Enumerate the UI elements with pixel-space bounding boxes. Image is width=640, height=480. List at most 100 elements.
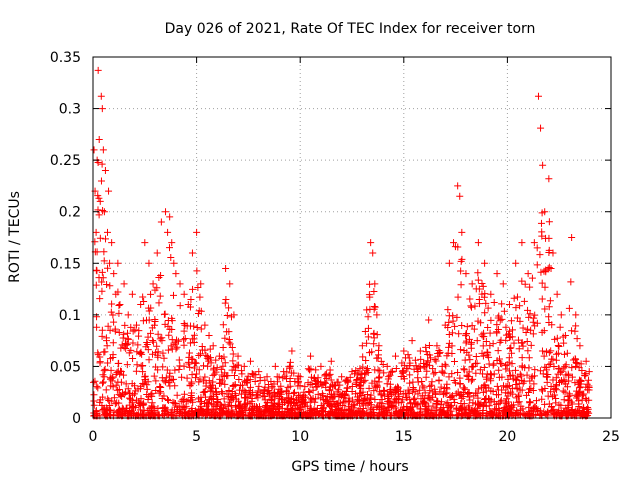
- data-point: [531, 403, 539, 411]
- data-point: [98, 268, 106, 276]
- data-point: [155, 273, 163, 281]
- data-point: [113, 386, 121, 394]
- data-point: [161, 406, 169, 414]
- data-point: [193, 370, 201, 378]
- data-point: [208, 381, 216, 389]
- data-point: [482, 299, 490, 307]
- data-point: [561, 363, 569, 371]
- data-point: [311, 380, 319, 388]
- data-point: [113, 368, 121, 376]
- data-point: [101, 166, 109, 174]
- data-point: [495, 373, 503, 381]
- data-point: [489, 361, 497, 369]
- data-point: [156, 335, 164, 343]
- data-point: [472, 407, 480, 415]
- data-point: [525, 313, 533, 321]
- data-point: [160, 354, 168, 362]
- data-point: [507, 317, 515, 325]
- data-point: [92, 266, 100, 274]
- data-point: [411, 356, 419, 364]
- data-point: [129, 355, 137, 363]
- data-point: [366, 305, 374, 313]
- data-point: [552, 382, 560, 390]
- data-point: [543, 378, 551, 386]
- data-point: [466, 396, 474, 404]
- data-point: [479, 402, 487, 410]
- data-point: [517, 406, 525, 414]
- data-point: [154, 330, 162, 338]
- data-point: [209, 378, 217, 386]
- data-point: [561, 331, 569, 339]
- data-point: [527, 385, 535, 393]
- data-point: [583, 380, 591, 388]
- data-point: [363, 306, 371, 314]
- data-point: [307, 352, 315, 360]
- data-point: [327, 357, 335, 365]
- data-point: [518, 354, 526, 362]
- x-tick-label: 5: [192, 429, 201, 445]
- data-point: [246, 376, 254, 384]
- data-point: [585, 376, 593, 384]
- data-point: [359, 388, 367, 396]
- data-point: [125, 394, 133, 402]
- data-point: [105, 396, 113, 404]
- data-point: [481, 309, 489, 317]
- data-point: [165, 372, 173, 380]
- data-point: [100, 373, 108, 381]
- data-point: [487, 290, 495, 298]
- data-point: [102, 386, 110, 394]
- data-point: [499, 406, 507, 414]
- data-point: [196, 293, 204, 301]
- data-point: [147, 329, 155, 337]
- data-point: [98, 160, 106, 168]
- data-point: [186, 363, 194, 371]
- data-point: [480, 364, 488, 372]
- data-point: [202, 351, 210, 359]
- data-point: [139, 379, 147, 387]
- data-point: [189, 411, 197, 419]
- data-point: [131, 326, 139, 334]
- data-point: [518, 339, 526, 347]
- data-point: [383, 380, 391, 388]
- data-point: [112, 290, 120, 298]
- data-point: [335, 393, 343, 401]
- data-point: [210, 401, 218, 409]
- data-point: [254, 387, 262, 395]
- data-point: [494, 347, 502, 355]
- data-point: [212, 384, 220, 392]
- x-tick-label: 0: [89, 429, 98, 445]
- data-point: [185, 360, 193, 368]
- data-point: [500, 307, 508, 315]
- data-point: [473, 337, 481, 345]
- data-point: [100, 208, 108, 216]
- data-point: [327, 376, 335, 384]
- data-point: [380, 369, 388, 377]
- data-point: [471, 302, 479, 310]
- data-point: [484, 324, 492, 332]
- data-point: [129, 327, 137, 335]
- data-point: [518, 339, 526, 347]
- data-point: [523, 338, 531, 346]
- data-point: [215, 352, 223, 360]
- data-point: [513, 293, 521, 301]
- data-point: [475, 385, 483, 393]
- data-point: [188, 371, 196, 379]
- data-point: [239, 381, 247, 389]
- data-point: [104, 264, 112, 272]
- data-point: [422, 373, 430, 381]
- data-point: [393, 385, 401, 393]
- data-point: [445, 259, 453, 267]
- data-point: [505, 301, 513, 309]
- data-point: [93, 267, 101, 275]
- data-point: [122, 380, 130, 388]
- data-point: [95, 274, 103, 282]
- data-point: [176, 302, 184, 310]
- data-point: [185, 349, 193, 357]
- data-point: [409, 388, 417, 396]
- data-point: [284, 406, 292, 414]
- data-point: [432, 411, 440, 419]
- data-point: [110, 318, 118, 326]
- chart-title: Day 026 of 2021, Rate Of TEC Index for r…: [165, 21, 536, 37]
- data-point: [456, 391, 464, 399]
- data-point: [193, 324, 201, 332]
